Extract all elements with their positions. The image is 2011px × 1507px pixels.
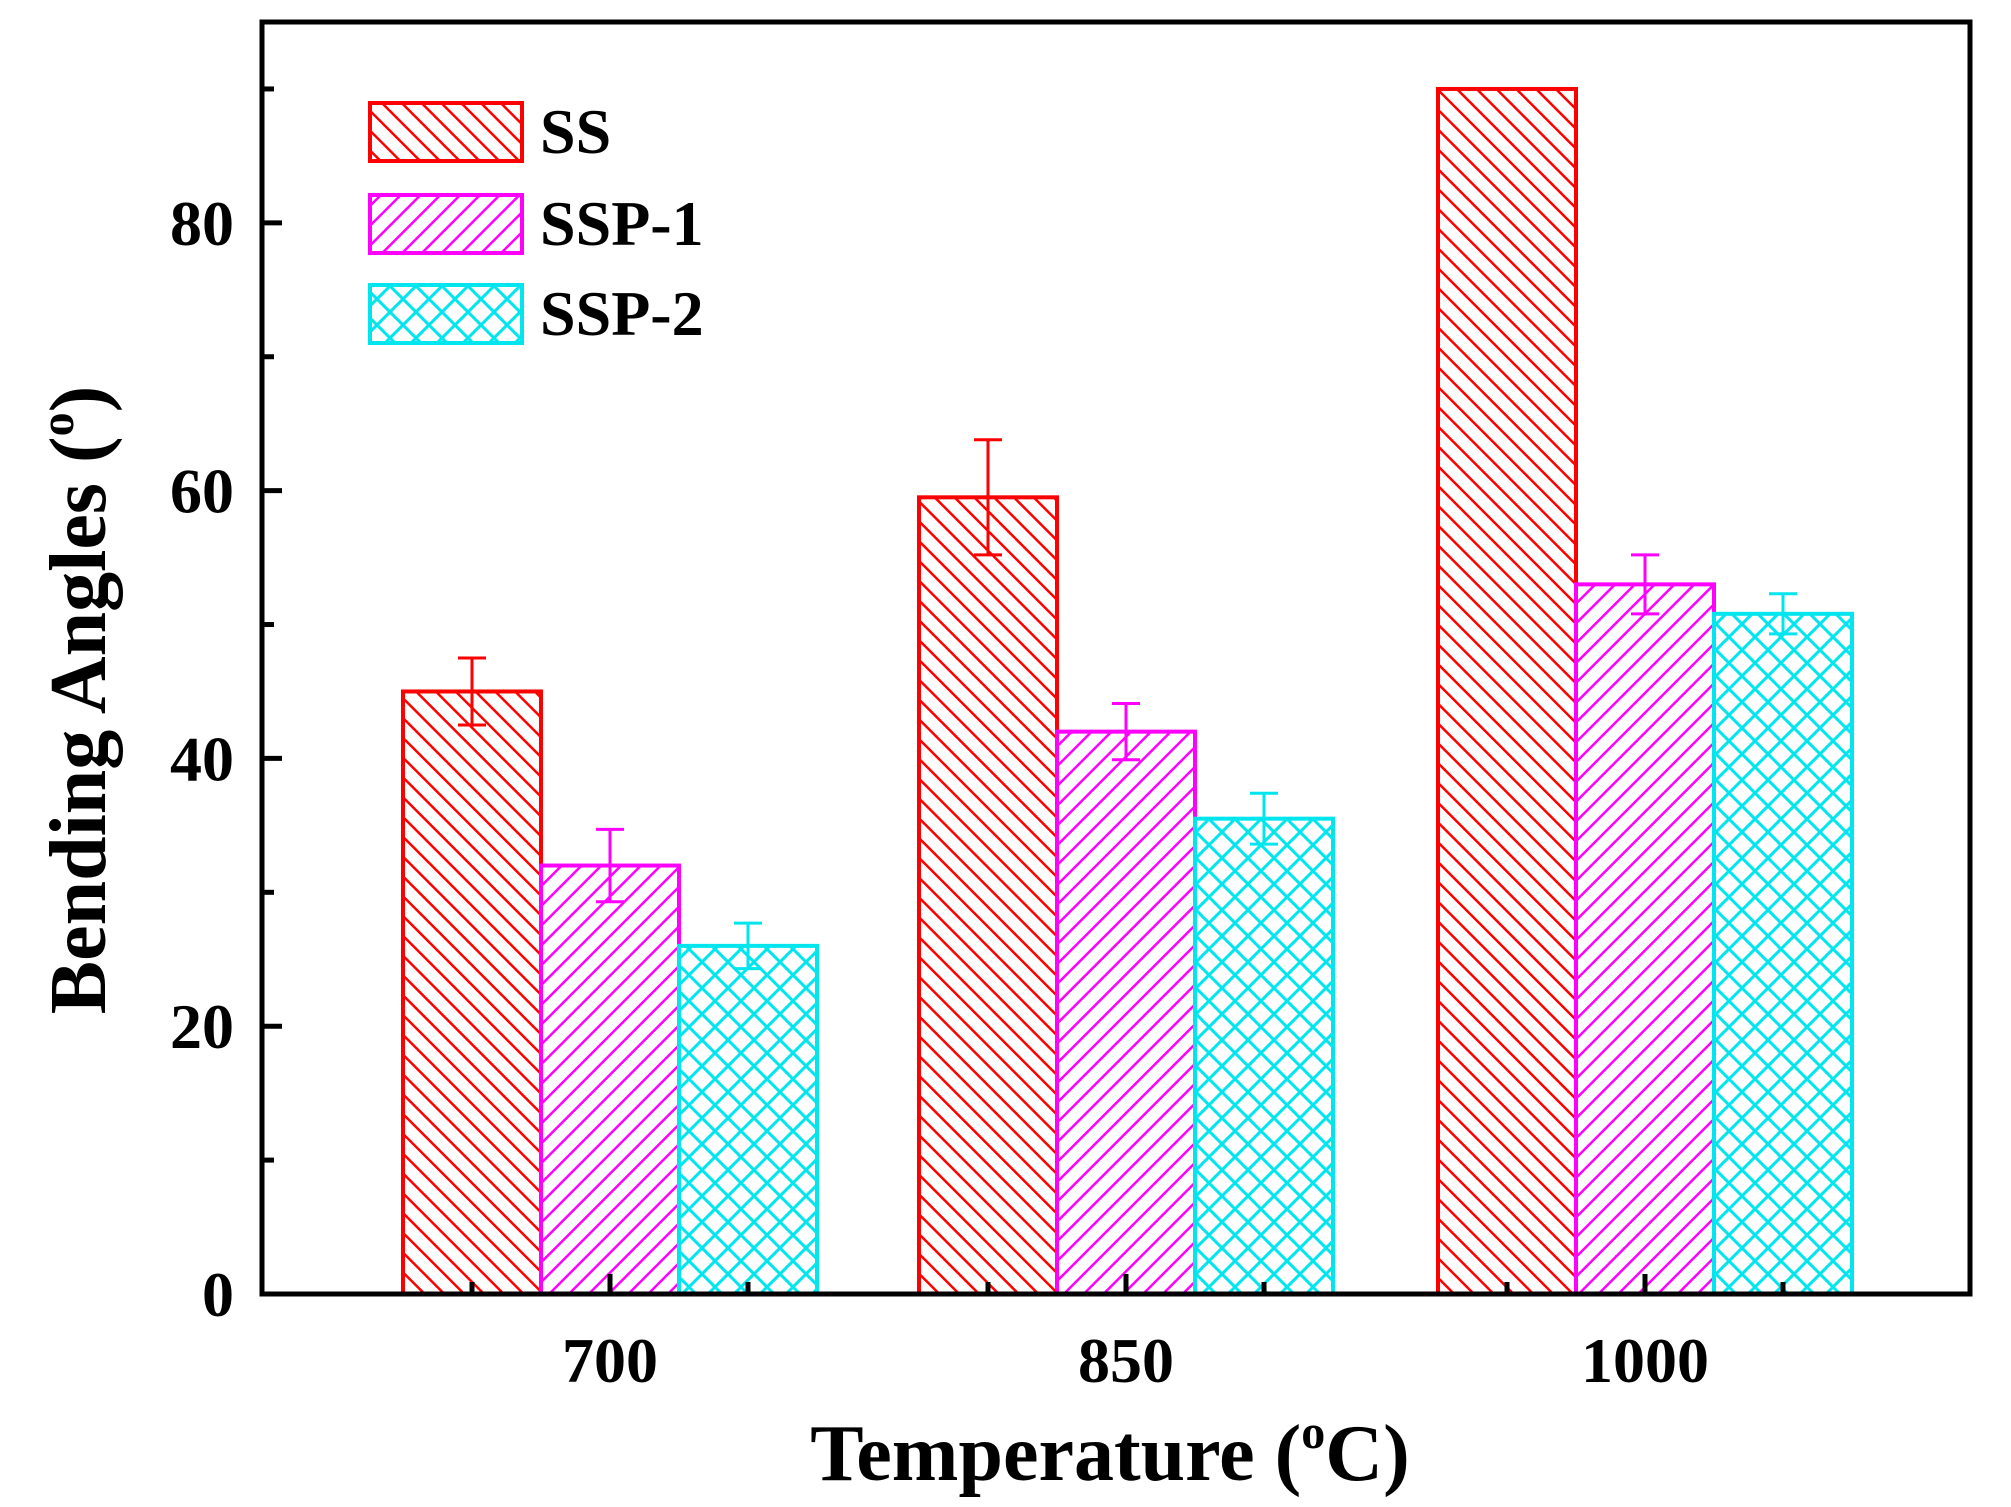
bar-ss-1000: [1436, 86, 1578, 1296]
bar-ssp-2-700: [677, 943, 819, 1296]
legend: SS SSP-1 SSP-2: [368, 96, 704, 349]
x-axis-ticks: 700 850 1000: [469, 1274, 1786, 1396]
x-axis-title-degree: o: [1301, 1406, 1325, 1459]
error-bar-ssp-1-700: [596, 827, 624, 904]
y-axis-title: Bending Angles (o): [31, 386, 123, 1015]
y-tick-label-80: 80: [170, 188, 234, 259]
bar-ssp-2-850: [1193, 816, 1335, 1297]
bar-ssp-1-1000: [1574, 582, 1716, 1296]
error-bars-layer: [458, 438, 1797, 971]
y-tick-label-20: 20: [170, 991, 234, 1062]
bar-ssp-2-1000: [1712, 611, 1854, 1296]
error-bar-ssp-1-1000: [1631, 553, 1659, 616]
legend-label-ssp1: SSP-1: [540, 188, 704, 259]
error-bar-ssp-2-850: [1250, 791, 1278, 846]
y-axis-title-main: Bending Angles (: [35, 436, 123, 1014]
legend-label-ssp2: SSP-2: [540, 278, 704, 349]
legend-label-ss: SS: [540, 96, 611, 167]
x-tick-label-1000: 1000: [1581, 1325, 1709, 1396]
bar-ssp-1-850: [1055, 729, 1197, 1296]
legend-swatch-ss: [368, 101, 524, 163]
error-bar-ssp-2-1000: [1769, 592, 1797, 636]
legend-swatch-ssp2: [368, 283, 524, 345]
x-tick-label-850: 850: [1078, 1325, 1174, 1396]
x-axis-title-main: Temperature (: [810, 1410, 1301, 1498]
bar-ss-850: [917, 495, 1059, 1297]
y-tick-label-40: 40: [170, 723, 234, 794]
x-axis-title-unit: C): [1325, 1410, 1409, 1498]
error-bar-ss-850: [974, 438, 1002, 557]
bars-layer: [401, 86, 1854, 1297]
x-axis-title: Temperature (oC): [810, 1406, 1409, 1498]
y-tick-label-60: 60: [170, 456, 234, 527]
bar-ss-700: [401, 689, 543, 1296]
y-axis-title-degree: o: [31, 412, 84, 436]
y-axis-ticks: 0 20 40 60 80: [170, 86, 282, 1330]
legend-swatch-ssp1: [368, 193, 524, 255]
y-tick-label-0: 0: [202, 1259, 234, 1330]
plot-frame: [259, 19, 1973, 1297]
bar-ssp-1-700: [539, 863, 681, 1297]
error-bar-ssp-2-700: [734, 921, 762, 971]
error-bar-ss-700: [458, 656, 486, 727]
y-axis-title-unit: ): [35, 386, 123, 413]
error-bar-ssp-1-850: [1112, 702, 1140, 762]
x-tick-label-700: 700: [562, 1325, 658, 1396]
